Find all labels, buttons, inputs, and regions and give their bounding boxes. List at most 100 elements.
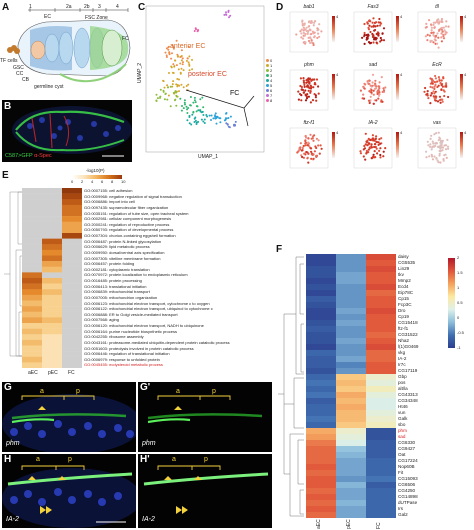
panel-e: E -log10(P) 0 2 4 6 8 10 GO:0007155: cell adh… xyxy=(0,166,274,380)
go-heatmap-cell xyxy=(62,311,82,318)
gene-colorbar-tick: 1 xyxy=(457,285,460,290)
gene-label: Gbp xyxy=(398,374,407,379)
umap-point xyxy=(188,116,191,118)
umap-point xyxy=(214,114,216,117)
gene-label: Mmp2 xyxy=(398,278,411,283)
go-dendrogram xyxy=(4,191,22,357)
legend-dot-icon xyxy=(266,89,269,92)
umap-point xyxy=(168,52,171,55)
go-heatmap-cell xyxy=(42,351,62,357)
colorbar-tick: 4 xyxy=(91,179,94,184)
gene-label: CG15418 xyxy=(398,320,418,325)
umap-point xyxy=(175,104,178,107)
umap-point xyxy=(215,115,218,118)
legend-label: 5 xyxy=(270,83,273,88)
umap-point xyxy=(164,51,167,54)
umap-point xyxy=(224,117,227,120)
umap-point xyxy=(180,55,183,57)
cc-label: CC xyxy=(16,71,24,77)
umap-point xyxy=(212,117,215,120)
gene-heatmap-cell xyxy=(366,434,396,441)
panel-g-a: a xyxy=(40,388,44,395)
gene-heatmap-cell xyxy=(336,434,366,441)
umap-point xyxy=(187,61,190,64)
umap-point xyxy=(227,125,230,128)
umap-point xyxy=(225,122,228,125)
go-heatmap-cell xyxy=(22,193,42,200)
gene-heatmap-cell xyxy=(336,362,366,369)
panel-g-gene: phm xyxy=(6,440,20,447)
stage-3: 3 xyxy=(98,4,101,10)
umap-legend-item: 6 xyxy=(266,88,274,93)
go-heatmap-cell xyxy=(62,255,82,262)
caption-red: α-Spec xyxy=(34,153,52,159)
panel-h-a: a xyxy=(36,456,40,463)
umap-point xyxy=(227,117,230,119)
gene-label: Nha2 xyxy=(398,338,409,343)
umap-point xyxy=(173,65,176,67)
umap-legend-item: 1 xyxy=(266,63,274,68)
panel-b: B C587>GFP α-Spec xyxy=(2,100,132,162)
feature-scale-bar xyxy=(396,74,399,100)
umap-point xyxy=(164,92,167,95)
go-heatmap-cell xyxy=(22,266,42,273)
go-term-label: GO:0006120: mitochondrial electron trans… xyxy=(84,323,204,328)
panel-g-label: G xyxy=(4,382,12,393)
umap-point xyxy=(197,120,200,123)
go-heatmap-cell xyxy=(62,328,82,335)
go-heatmap-cell xyxy=(62,278,82,284)
go-heatmap-cell xyxy=(22,227,42,234)
germarium-image xyxy=(12,106,132,157)
feature-umap xyxy=(353,69,393,111)
gene-heatmap-cell xyxy=(336,506,366,513)
gene-heatmap-cell xyxy=(306,428,336,435)
umap-legend-item: 2 xyxy=(266,68,274,73)
gene-heatmap-cell xyxy=(366,290,396,297)
go-term-label: GO:0009950: dorsal/ventral axis specific… xyxy=(84,249,165,255)
go-heatmap-cell xyxy=(62,204,82,211)
gene-label: sad xyxy=(398,434,406,439)
go-term-label: GO:0035151: regulation of tube size, ope… xyxy=(84,210,189,216)
gene-heatmap-cell xyxy=(336,512,366,518)
umap-point xyxy=(186,112,189,114)
go-term-label: GO:0097435: supramolecular fiber organiz… xyxy=(84,204,169,210)
umap-legend-item: 3 xyxy=(266,73,274,78)
gene-label: CG9427 xyxy=(398,446,416,451)
stage-1: 1 xyxy=(29,4,32,10)
feature-plot-title: bab1 xyxy=(303,4,315,10)
go-heatmap-cell xyxy=(42,204,62,211)
umap-point xyxy=(219,117,222,120)
umap-point xyxy=(201,96,204,99)
go-term-label: GO:0050793: regulation of developmental … xyxy=(84,227,174,233)
gene-heatmap-cell xyxy=(366,398,396,405)
feature-plot-title: sad xyxy=(368,62,378,68)
umap-point xyxy=(175,39,178,42)
panel-e-label: E xyxy=(2,170,9,181)
gene-heatmap-cell xyxy=(336,410,366,417)
gene-heatmap-cell xyxy=(306,362,336,369)
gene-heatmap-cell xyxy=(366,344,396,351)
panel-h-prime-p: p xyxy=(204,456,208,463)
feature-plot: tll 4 xyxy=(410,4,472,60)
go-heatmap-cell xyxy=(42,334,62,341)
panel-g-p: p xyxy=(76,388,80,395)
gene-heatmap-cell xyxy=(336,326,366,333)
gene-heatmap-cell xyxy=(306,434,336,441)
umap-point xyxy=(225,13,228,16)
gene-label: CG14898 xyxy=(398,494,418,499)
gene-heatmap-cell xyxy=(306,458,336,465)
gene-heatmap-cell xyxy=(366,284,396,291)
umap-point xyxy=(191,58,193,61)
feature-umap xyxy=(289,127,329,169)
umap-point xyxy=(179,97,182,100)
umap-point xyxy=(163,98,166,101)
gene-heatmap-cell xyxy=(306,416,336,423)
go-heatmap-cell xyxy=(22,317,42,324)
umap-point xyxy=(226,123,229,126)
gene-label: daisy xyxy=(398,254,409,259)
go-heatmap-cell xyxy=(22,278,42,284)
go-term-label: GO:0006446: regulation of translational … xyxy=(84,351,170,357)
umap-legend-item: 5 xyxy=(266,83,274,88)
umap-point xyxy=(193,96,196,99)
umap-point xyxy=(174,98,177,101)
